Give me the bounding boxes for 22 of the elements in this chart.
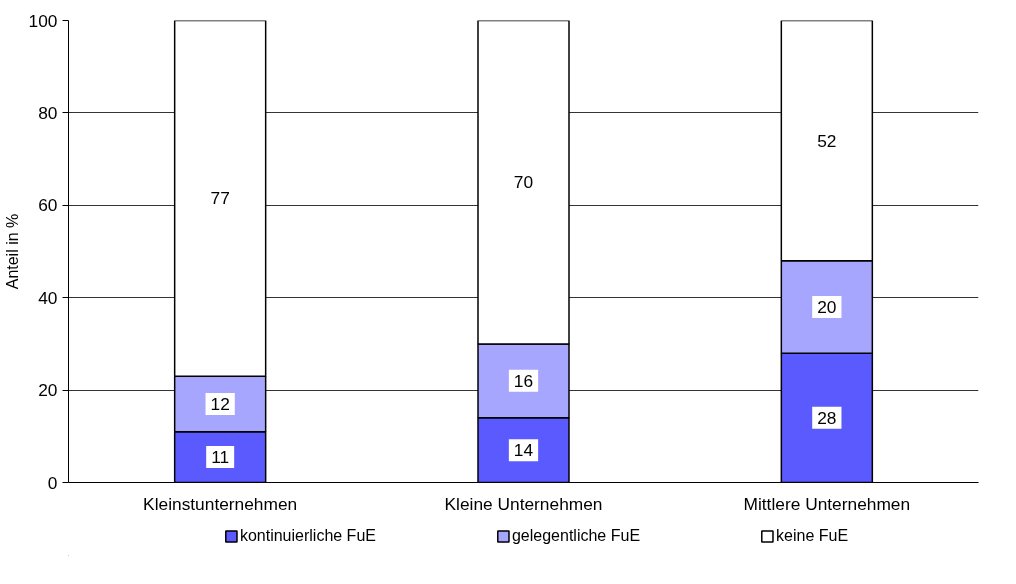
data-label: 28 <box>817 407 837 428</box>
y-tick-label: 60 <box>38 195 58 216</box>
data-label: 70 <box>513 172 534 193</box>
data-label: 11 <box>211 447 230 468</box>
x-tick-label: Mittlere Unternehmen <box>743 493 911 514</box>
x-tick-label: Kleinstunternehmen <box>143 493 298 514</box>
y-tick-label: 0 <box>47 472 58 493</box>
data-label: 14 <box>513 440 534 461</box>
legend-label: gelegentliche FuE <box>511 527 641 545</box>
x-tick-label: Kleine Unternehmen <box>444 493 603 514</box>
y-tick-label: 20 <box>38 380 58 401</box>
data-label: 77 <box>210 188 230 209</box>
data-label: 20 <box>817 296 837 317</box>
y-tick-label: 100 <box>28 10 58 31</box>
legend-label: kontinuierliche FuE <box>239 527 376 545</box>
y-tick-label: 40 <box>38 287 58 308</box>
y-axis-title: Anteil in % <box>3 213 21 290</box>
y-tick-label: 80 <box>38 102 58 123</box>
data-label: 16 <box>513 370 534 391</box>
legend-label: keine FuE <box>776 527 849 545</box>
data-label: 52 <box>817 130 837 151</box>
data-label: 12 <box>210 393 230 414</box>
